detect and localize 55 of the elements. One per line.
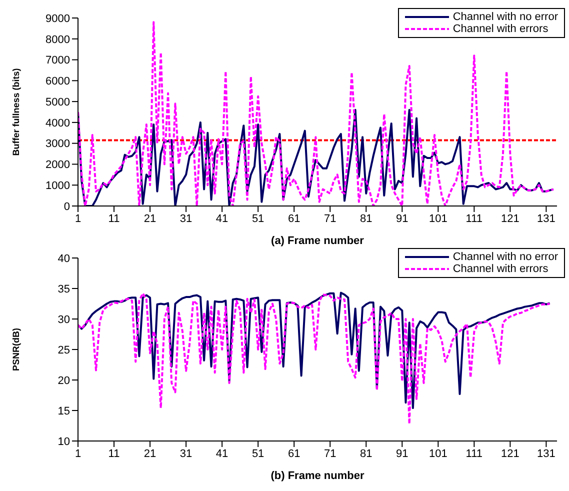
y-tick-label: 2000 xyxy=(46,159,70,172)
x-tick-label: 41 xyxy=(216,448,228,460)
y-tick-label: 5000 xyxy=(46,96,70,108)
line-series xyxy=(78,108,554,206)
x-tick-label: 31 xyxy=(180,448,192,460)
y-tick-label: 1000 xyxy=(46,180,70,192)
legend-label: Channel with errors xyxy=(452,263,548,275)
y-tick-label: 6000 xyxy=(46,76,70,88)
line-series xyxy=(78,21,554,206)
x-tick-label: 1 xyxy=(74,448,82,460)
x-tick-label: 81 xyxy=(360,212,372,225)
x-tick-label: 71 xyxy=(324,212,336,225)
y-tick-label: 0 xyxy=(64,200,70,213)
x-axis-title: (a) Frame number xyxy=(271,235,365,247)
x-tick-label: 101 xyxy=(428,448,448,460)
x-tick-label: 51 xyxy=(252,212,264,225)
legend-label: Channel with no error xyxy=(452,251,558,263)
x-tick-label: 111 xyxy=(466,212,483,225)
legend-label: Channel with no error xyxy=(452,11,558,23)
x-tick-label: 61 xyxy=(288,212,300,225)
y-tick-label: 35 xyxy=(58,283,70,296)
legend-label: Channel with errors xyxy=(452,23,548,35)
x-tick-label: 21 xyxy=(144,212,156,225)
x-axis-title: (b) Frame number xyxy=(270,470,365,482)
x-tick-label: 101 xyxy=(428,212,448,225)
y-tick-label: 3000 xyxy=(46,138,70,150)
x-tick-label: 121 xyxy=(501,212,520,225)
x-tick-label: 91 xyxy=(396,212,408,225)
y-tick-label: 25 xyxy=(58,344,70,356)
y-tick-label: 20 xyxy=(58,374,70,387)
y-axis-title: PSNR(dB) xyxy=(11,328,22,371)
x-tick-label: 81 xyxy=(360,448,372,460)
y-tick-label: 8000 xyxy=(46,34,70,46)
x-tick-label: 61 xyxy=(288,448,300,460)
x-tick-label: 121 xyxy=(501,448,520,460)
x-tick-label: 41 xyxy=(216,212,228,225)
x-tick-label: 131 xyxy=(537,212,556,225)
x-tick-label: 51 xyxy=(252,448,264,460)
x-tick-label: 11 xyxy=(108,212,120,225)
y-axis-title: Buffer fullness (bits) xyxy=(11,68,22,156)
y-tick-label: 10 xyxy=(58,436,70,448)
x-tick-label: 91 xyxy=(396,448,408,460)
x-tick-label: 131 xyxy=(537,448,556,460)
y-tick-label: 30 xyxy=(58,314,70,326)
y-tick-label: 15 xyxy=(58,405,70,418)
x-tick-label: 11 xyxy=(108,448,120,460)
y-tick-label: 4000 xyxy=(46,117,70,130)
x-tick-label: 21 xyxy=(144,448,156,460)
y-tick-label: 7000 xyxy=(46,54,70,67)
x-tick-label: 31 xyxy=(180,212,192,225)
y-tick-label: 9000 xyxy=(46,12,70,25)
x-tick-label: 71 xyxy=(324,448,336,460)
y-tick-label: 40 xyxy=(58,252,70,265)
x-tick-label: 1 xyxy=(74,212,82,225)
x-tick-label: 111 xyxy=(466,448,483,460)
